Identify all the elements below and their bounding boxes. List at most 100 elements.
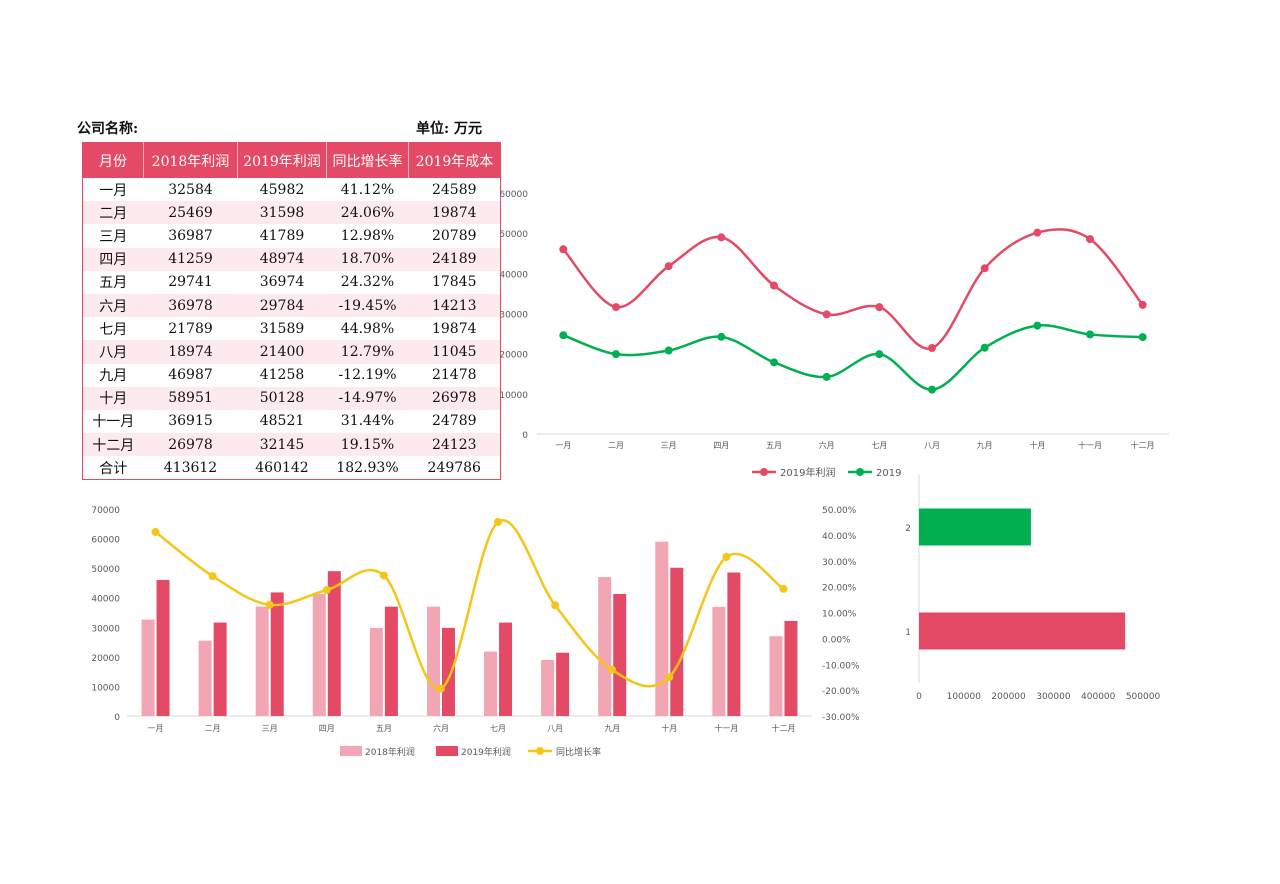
data-point bbox=[717, 233, 726, 242]
y2-tick-label: 30.00% bbox=[822, 558, 857, 568]
cell-growth: 44.98% bbox=[340, 320, 395, 337]
cell-month: 三月 bbox=[99, 228, 128, 245]
cell-growth: -14.97% bbox=[326, 386, 409, 410]
legend-marker bbox=[536, 747, 544, 755]
x-tick-label: 七月 bbox=[871, 441, 887, 450]
bar-chart-totals: 0 100000 200000 300000 400000 500000 1 2 bbox=[905, 475, 1160, 702]
cell-growth: 24.32% bbox=[340, 274, 395, 291]
cell-cost-2019: 11045 bbox=[408, 340, 501, 364]
data-point bbox=[822, 372, 831, 381]
bar bbox=[598, 577, 612, 716]
x-tick-label: 二月 bbox=[608, 441, 624, 450]
bar bbox=[156, 580, 170, 716]
cell-profit-2019: 48521 bbox=[259, 413, 305, 430]
y-tick-label: 30000 bbox=[91, 624, 120, 634]
data-point bbox=[980, 264, 989, 273]
cell-growth: 19.15% bbox=[326, 433, 409, 457]
series-line bbox=[562, 324, 1143, 391]
cell-profit-2018: 25469 bbox=[143, 201, 238, 225]
data-point bbox=[1138, 333, 1147, 342]
bar bbox=[426, 606, 440, 716]
legend-marker bbox=[760, 468, 768, 476]
data-point bbox=[559, 245, 568, 254]
bar bbox=[919, 508, 1031, 546]
table-row: 七月 21789 31589 44.98% 19874 bbox=[83, 317, 501, 340]
cell-month: 十二月 bbox=[82, 433, 144, 457]
data-point bbox=[770, 358, 778, 367]
cell-profit-2019: 48974 bbox=[237, 247, 327, 271]
column-header-cost-2019: 2019年成本 bbox=[408, 142, 501, 178]
x-tick-label: 九月 bbox=[977, 441, 993, 450]
y-tick-label: 2 bbox=[905, 524, 911, 534]
cell-cost-2019: 20789 bbox=[431, 227, 477, 244]
column-header-growth: 同比增长率 bbox=[326, 142, 409, 178]
table-row: 十二月 26978 32145 19.15% 24123 bbox=[82, 433, 501, 457]
cell-growth: -12.19% bbox=[338, 367, 397, 384]
data-point bbox=[494, 517, 503, 526]
bar bbox=[784, 620, 798, 716]
cell-profit-2018: 32584 bbox=[168, 181, 213, 198]
y-tick-label: 60000 bbox=[91, 536, 120, 546]
data-point bbox=[928, 385, 936, 394]
line-chart-monthly-profit: 0 10000 20000 30000 40000 50000 60000 一月 二月 三月 四月 五… bbox=[499, 190, 1169, 479]
data-point bbox=[822, 310, 831, 319]
cell-profit-2019: 460142 bbox=[255, 459, 309, 476]
cell-growth: 18.70% bbox=[326, 247, 409, 271]
cell-growth: -19.45% bbox=[326, 293, 409, 318]
y2-tick-label: 20.00% bbox=[822, 584, 857, 594]
cell-profit-2019: 45982 bbox=[259, 181, 305, 198]
bar bbox=[769, 636, 783, 716]
cell-month: 八月 bbox=[82, 340, 144, 364]
cell-profit-2019: 31589 bbox=[259, 320, 305, 337]
cell-cost-2019: 14213 bbox=[408, 293, 501, 318]
data-point bbox=[379, 571, 388, 580]
bar bbox=[655, 541, 669, 716]
cell-profit-2019: 32145 bbox=[237, 433, 327, 457]
bar bbox=[541, 659, 555, 716]
y-tick-label: 0 bbox=[114, 713, 120, 723]
legend-label: 2019年利润 bbox=[780, 466, 835, 479]
y-tick-label: 10000 bbox=[91, 683, 120, 693]
legend-label: 2019 bbox=[876, 468, 901, 479]
cell-cost-2019: 19874 bbox=[431, 320, 477, 337]
column-header-profit-2018: 2018年利润 bbox=[143, 142, 238, 178]
data-point bbox=[265, 600, 274, 609]
bar bbox=[484, 651, 498, 716]
y2-tick-label: -20.00% bbox=[822, 687, 860, 697]
bar bbox=[499, 622, 513, 716]
cell-month: 一月 bbox=[99, 182, 128, 199]
bar bbox=[712, 606, 726, 716]
bar bbox=[613, 593, 627, 716]
data-point bbox=[608, 665, 617, 674]
cell-growth: 12.79% bbox=[326, 340, 409, 364]
cell-profit-2018: 413612 bbox=[163, 459, 218, 476]
cell-month: 七月 bbox=[99, 321, 128, 338]
bar bbox=[198, 640, 212, 716]
cell-profit-2018: 46987 bbox=[168, 367, 213, 384]
table-row: 二月 25469 31598 24.06% 19874 bbox=[82, 201, 501, 225]
table-row: 十一月 36915 48521 31.44% 24789 bbox=[83, 410, 501, 433]
x-tick-label: 100000 bbox=[947, 692, 982, 702]
cell-cost-2019: 17845 bbox=[431, 274, 477, 291]
company-label: 公司名称: bbox=[77, 121, 139, 137]
data-point bbox=[1033, 321, 1042, 330]
cell-month: 十一月 bbox=[92, 414, 135, 431]
bar bbox=[441, 627, 455, 716]
unit-label: 单位: 万元 bbox=[416, 121, 483, 137]
x-tick-label: 四月 bbox=[713, 441, 729, 450]
table-row: 四月 41259 48974 18.70% 24189 bbox=[82, 247, 501, 271]
cell-cost-2019: 26978 bbox=[408, 386, 501, 410]
x-tick-label: 十月 bbox=[661, 723, 677, 733]
legend-label: 2019年利润 bbox=[461, 746, 511, 758]
x-tick-label: 0 bbox=[916, 692, 922, 702]
cell-profit-2018: 26978 bbox=[143, 433, 238, 457]
series-line bbox=[562, 228, 1144, 350]
cell-profit-2018: 36978 bbox=[143, 293, 238, 318]
bar bbox=[270, 592, 284, 716]
x-tick-label: 一月 bbox=[555, 441, 571, 450]
x-tick-label: 十月 bbox=[1029, 440, 1045, 450]
table-row: 三月 36987 41789 12.98% 20789 bbox=[83, 224, 501, 247]
growth-line bbox=[154, 519, 785, 691]
bar bbox=[670, 567, 684, 716]
cell-cost-2019: 24589 bbox=[431, 181, 477, 198]
